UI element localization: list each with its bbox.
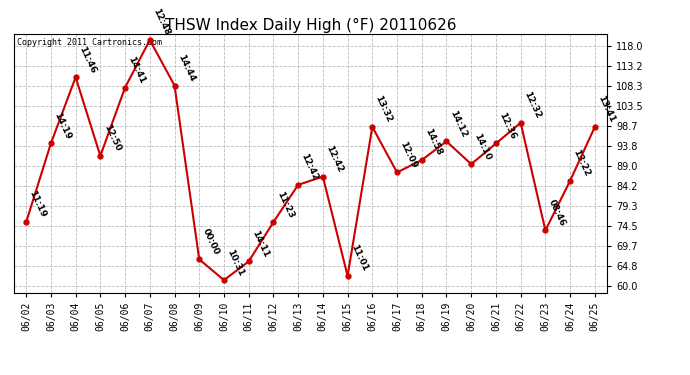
Text: 10:31: 10:31	[226, 248, 246, 277]
Text: 12:09: 12:09	[398, 140, 419, 170]
Text: 14:12: 14:12	[448, 109, 469, 139]
Text: 11:23: 11:23	[275, 190, 295, 219]
Text: 12:42: 12:42	[299, 152, 320, 182]
Text: 14:41: 14:41	[126, 55, 147, 85]
Text: Copyright 2011 Cartronics.com: Copyright 2011 Cartronics.com	[17, 38, 161, 46]
Text: 13:41: 13:41	[596, 94, 617, 124]
Text: 11:01: 11:01	[349, 243, 369, 273]
Text: 12:32: 12:32	[522, 90, 542, 120]
Text: 13:22: 13:22	[571, 148, 592, 178]
Text: 12:42: 12:42	[324, 144, 344, 174]
Text: 11:46: 11:46	[77, 45, 97, 75]
Title: THSW Index Daily High (°F) 20110626: THSW Index Daily High (°F) 20110626	[165, 18, 456, 33]
Text: 11:19: 11:19	[28, 189, 48, 219]
Text: 00:00: 00:00	[201, 227, 221, 256]
Text: 14:10: 14:10	[473, 132, 493, 161]
Text: 08:46: 08:46	[546, 198, 567, 228]
Text: 14:19: 14:19	[52, 111, 72, 141]
Text: 12:36: 12:36	[497, 111, 518, 141]
Text: 12:48: 12:48	[151, 8, 172, 37]
Text: 13:32: 13:32	[374, 94, 394, 124]
Text: 12:50: 12:50	[101, 123, 122, 153]
Text: 14:44: 14:44	[176, 53, 197, 83]
Text: 14:11: 14:11	[250, 229, 270, 259]
Text: 14:58: 14:58	[423, 128, 444, 157]
